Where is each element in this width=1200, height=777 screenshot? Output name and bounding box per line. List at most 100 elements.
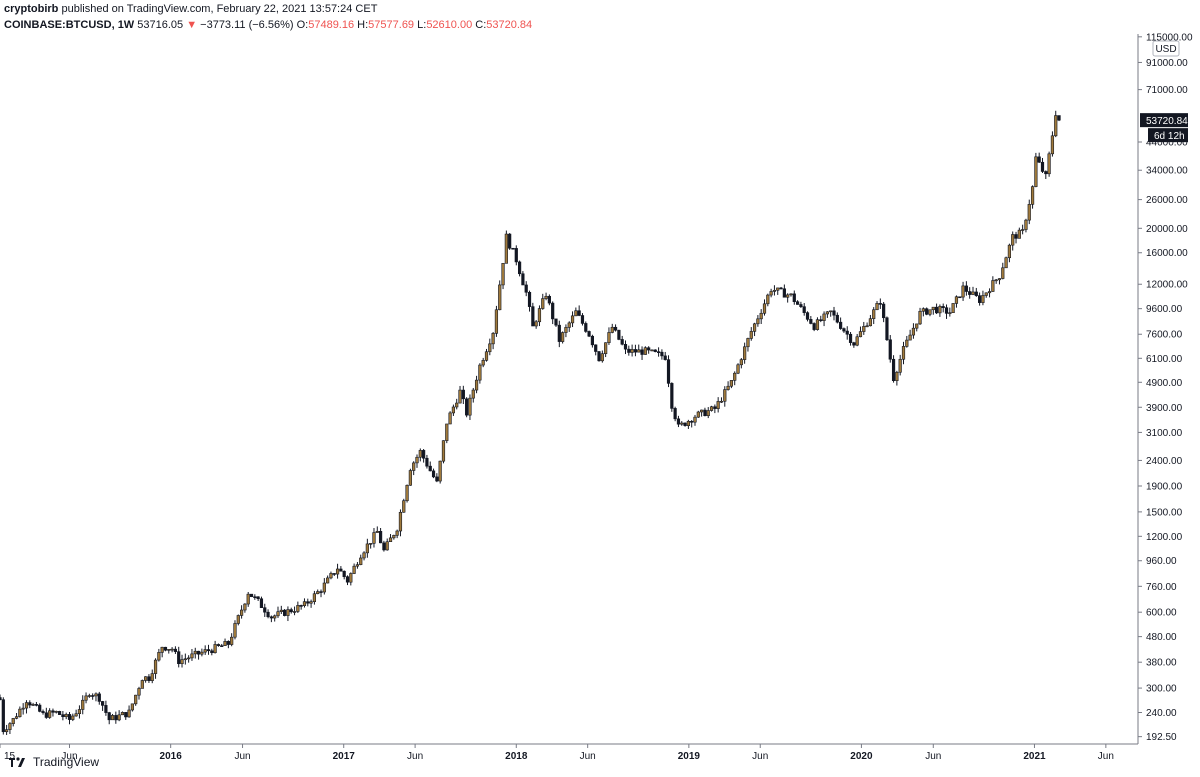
y-tick-label: 20000.00 <box>1146 224 1188 235</box>
candle-body <box>812 323 816 330</box>
candle-body <box>858 331 863 338</box>
candle-body <box>1040 161 1045 172</box>
candle-body <box>696 411 700 418</box>
candle-body <box>448 412 452 425</box>
candle-body <box>898 358 902 373</box>
author-name[interactable]: cryptobirb <box>4 3 59 15</box>
last-price: 53716.05 <box>137 19 184 31</box>
y-tick-label: 240.00 <box>1146 708 1177 719</box>
candle-body <box>938 306 942 314</box>
candle-body <box>895 371 899 382</box>
x-tick-label: 2017 <box>333 751 356 762</box>
candle-body <box>87 695 91 697</box>
candle-body <box>180 659 184 665</box>
candle-body <box>911 327 916 336</box>
candle-body <box>1017 229 1021 239</box>
candle-body <box>120 712 125 716</box>
interval-label: 1W <box>117 19 135 31</box>
candle-body <box>819 319 823 321</box>
candle-body <box>319 591 323 593</box>
candle-body <box>504 233 508 264</box>
candle-body <box>928 309 932 315</box>
x-tick-label: Jun <box>1098 751 1114 762</box>
candle-body <box>974 291 978 296</box>
candle-body <box>203 649 207 653</box>
candle-body <box>693 416 697 423</box>
candle-body <box>762 303 767 314</box>
y-tick-label: 91000.00 <box>1146 58 1188 69</box>
candle-body <box>822 313 826 321</box>
candle-body <box>590 335 595 346</box>
price-axis[interactable]: 115000.00 91000.00 71000.00 44000.00 34000.0… <box>1138 32 1193 743</box>
candle-body <box>531 306 535 327</box>
low-value: 52610.00 <box>426 19 473 31</box>
candle-body <box>243 603 247 611</box>
candle-body <box>868 318 873 327</box>
candle-body <box>498 284 502 311</box>
candle-body <box>468 397 472 416</box>
candle-body <box>418 450 422 458</box>
candle-body <box>81 699 85 710</box>
candle-body <box>700 409 704 413</box>
candle-body <box>779 287 783 290</box>
candle-body <box>478 364 482 381</box>
candle-body <box>653 349 657 352</box>
candle-body <box>981 295 985 303</box>
candle-body <box>670 383 674 409</box>
candle-body <box>613 326 618 331</box>
candle-body <box>617 329 621 340</box>
candle-body <box>196 650 201 655</box>
candle-body <box>216 644 221 646</box>
candle-body <box>292 611 297 613</box>
candle-body <box>431 470 436 478</box>
candle-body <box>964 285 968 292</box>
candle-body <box>339 568 343 572</box>
currency-label[interactable]: USD <box>1152 40 1180 57</box>
candle-body <box>1047 153 1051 175</box>
candle-body <box>425 457 429 467</box>
price-change: −3773.11 (−6.56%) <box>200 19 294 31</box>
x-tick-label: Jun <box>407 751 423 762</box>
candle-body <box>604 342 608 354</box>
candle-body <box>951 303 955 314</box>
candle-body <box>170 648 174 651</box>
time-axis[interactable]: 15 Jun 2016 Jun 2017 Jun 2018 Jun 2019 Jun 2020 Jun… <box>0 744 1114 762</box>
candle-body <box>511 247 515 250</box>
candle-body <box>458 389 462 404</box>
candle-body <box>491 333 495 345</box>
candle-body <box>554 318 558 326</box>
candle-body <box>124 712 128 718</box>
candle-body <box>557 324 561 342</box>
candle-body <box>875 303 879 311</box>
candle-body <box>326 577 330 584</box>
candle-body <box>455 402 459 408</box>
candle-body <box>855 336 859 346</box>
candle-body <box>1044 171 1048 175</box>
candle-body <box>398 511 403 532</box>
candle-body <box>220 645 224 647</box>
y-tick-label: 300.00 <box>1146 684 1177 695</box>
close-label: C: <box>475 19 487 31</box>
candle-body <box>352 565 356 574</box>
candle-body <box>954 296 959 304</box>
candle-body <box>233 623 237 638</box>
candle-body <box>309 601 313 604</box>
candle-body <box>28 702 32 706</box>
candle-body <box>656 351 661 353</box>
candle-body <box>230 636 234 645</box>
candle-body <box>71 715 75 720</box>
tradingview-logo-icon[interactable] <box>8 755 28 769</box>
candle-body <box>680 422 684 425</box>
candle-body <box>316 591 320 595</box>
candle-body <box>934 306 939 314</box>
candle-body <box>786 294 790 298</box>
candle-body <box>206 649 211 652</box>
candle-body <box>580 315 585 324</box>
candle-body <box>279 609 283 613</box>
plot-area[interactable] <box>0 34 1138 744</box>
candle-body <box>359 557 363 565</box>
x-tick-label: Jun <box>234 751 250 762</box>
footer-brand[interactable]: TradingView <box>33 755 100 769</box>
candle-body <box>647 347 651 351</box>
